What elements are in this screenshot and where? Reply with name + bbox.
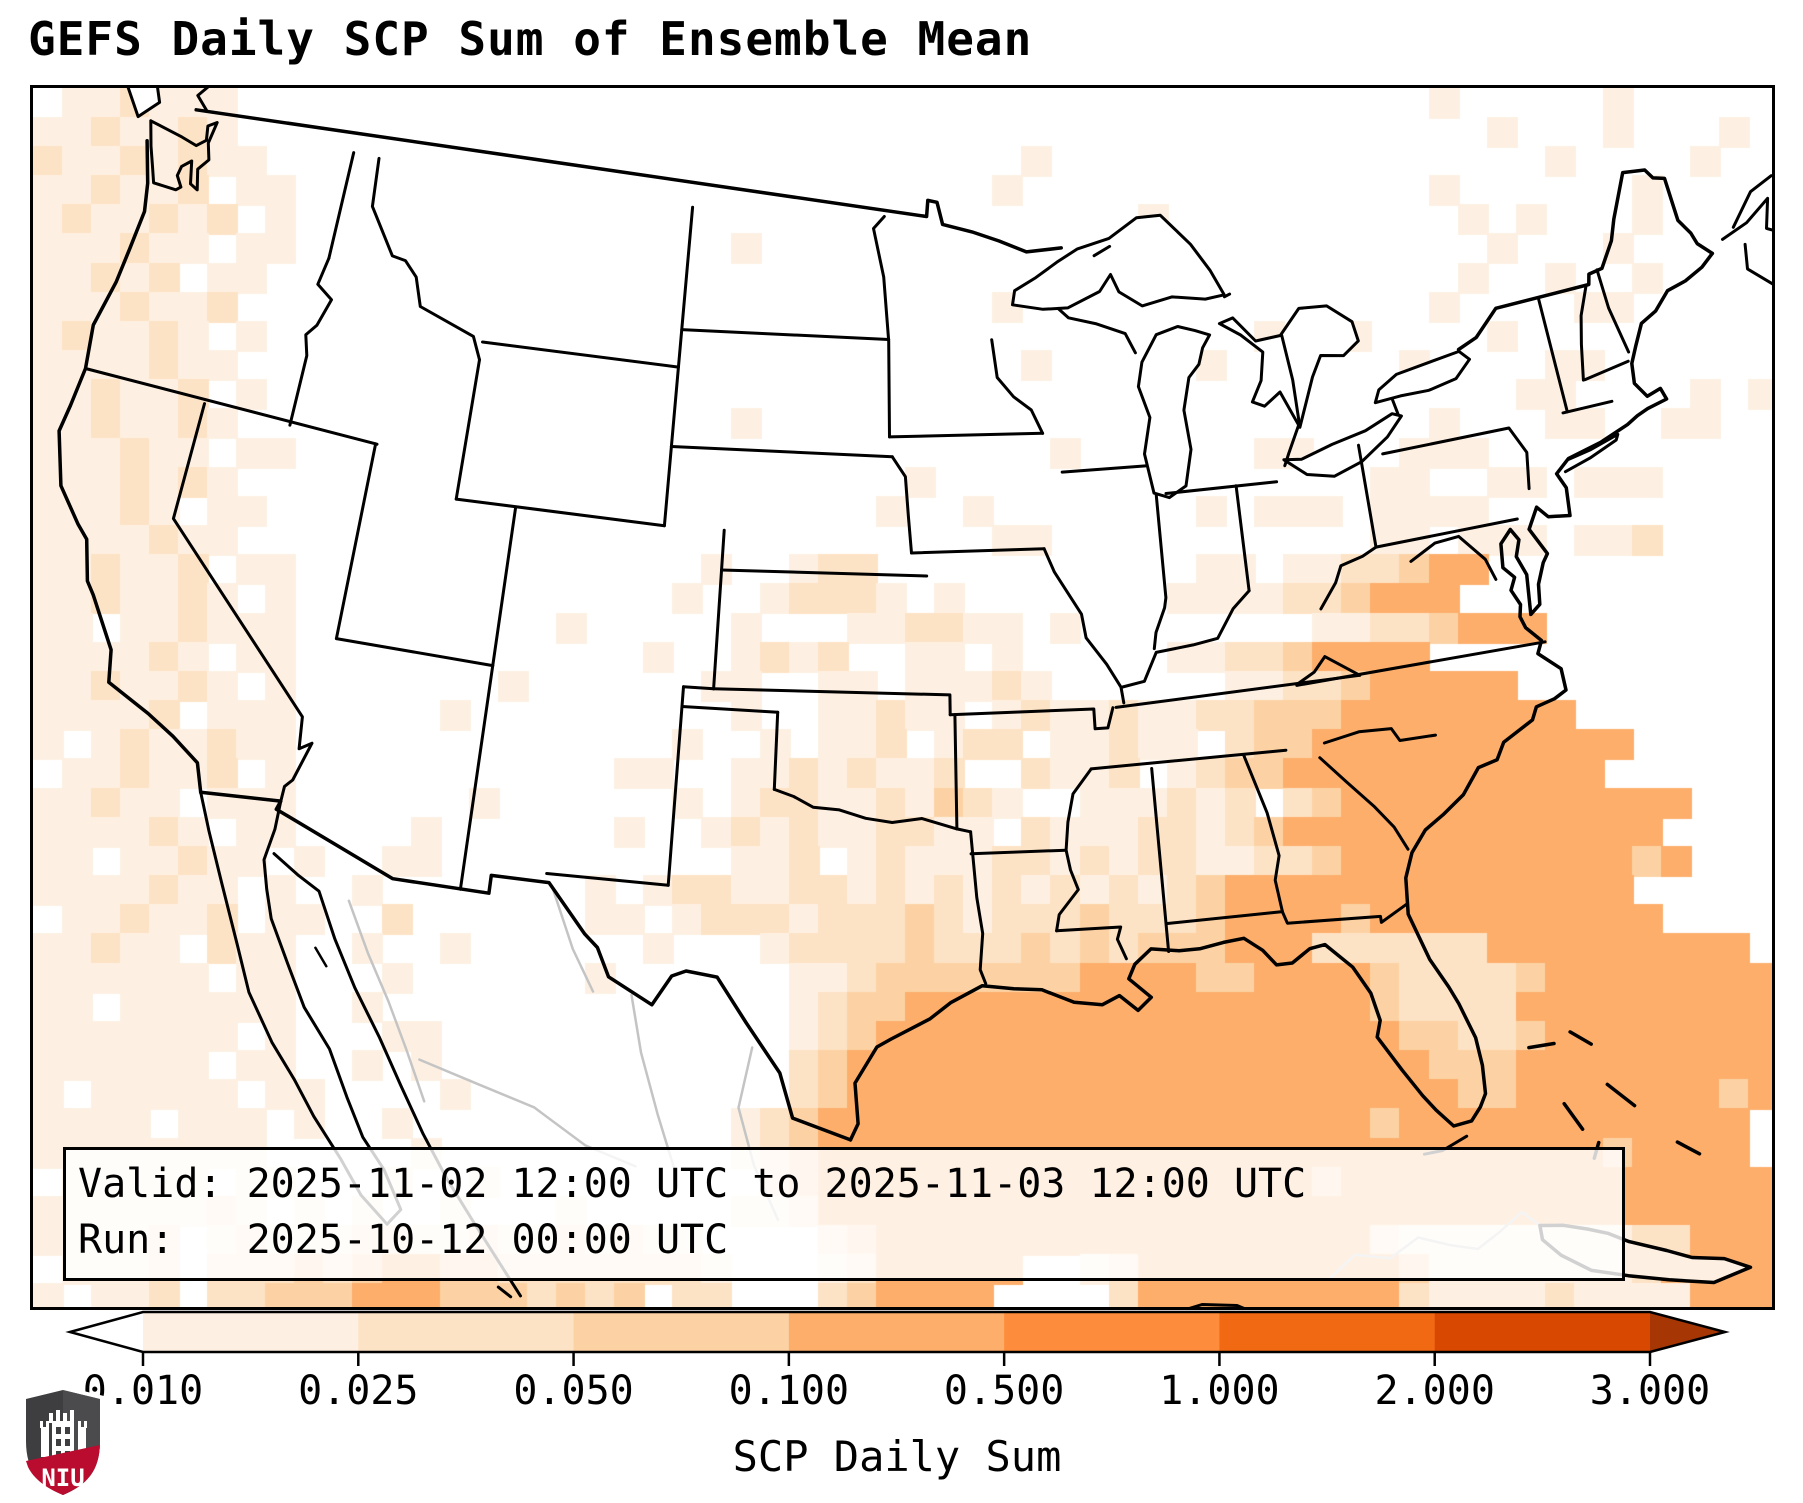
colorbar-under-arrow bbox=[70, 1312, 143, 1352]
colorbar-segment bbox=[1434, 1312, 1651, 1352]
colorbar-segment bbox=[1004, 1312, 1220, 1352]
colorbar-segment bbox=[358, 1312, 575, 1352]
colorbar-over-arrow bbox=[1650, 1312, 1725, 1352]
colorbar-tick-label: 3.000 bbox=[1589, 1368, 1711, 1414]
state-borders-overlay bbox=[57, 88, 1772, 1307]
valid-time-text: Valid: 2025-11-02 12:00 UTC to 2025-11-0… bbox=[78, 1161, 1307, 1207]
colorbar-tick-label: 0.050 bbox=[513, 1368, 634, 1414]
page-title: GEFS Daily SCP Sum of Ensemble Mean bbox=[28, 12, 1033, 66]
logo-text: NIU bbox=[41, 1464, 84, 1492]
logo-red-band bbox=[26, 1441, 100, 1495]
colorbar-segment bbox=[143, 1312, 359, 1352]
colorbar-segment bbox=[1219, 1312, 1436, 1352]
colorbar-segment bbox=[573, 1312, 790, 1352]
niu-logo: NIU bbox=[22, 1386, 104, 1500]
colorbar bbox=[65, 1310, 1730, 1366]
colorbar-axis-label: SCP Daily Sum bbox=[732, 1432, 1062, 1481]
map-panel: Valid: 2025-11-02 12:00 UTC to 2025-11-0… bbox=[30, 85, 1775, 1310]
colorbar-tick-label: 2.000 bbox=[1374, 1368, 1495, 1414]
colorbar-tick-label: 0.025 bbox=[298, 1368, 419, 1414]
colorbar-tick-label: 0.500 bbox=[943, 1368, 1065, 1414]
valid-run-info-box: Valid: 2025-11-02 12:00 UTC to 2025-11-0… bbox=[63, 1147, 1625, 1281]
run-time-text: Run: 2025-10-12 00:00 UTC bbox=[78, 1217, 729, 1263]
colorbar-segment bbox=[788, 1312, 1005, 1352]
colorbar-tick-label: 1.000 bbox=[1159, 1368, 1280, 1414]
colorbar-tick-label: 0.100 bbox=[728, 1368, 850, 1414]
